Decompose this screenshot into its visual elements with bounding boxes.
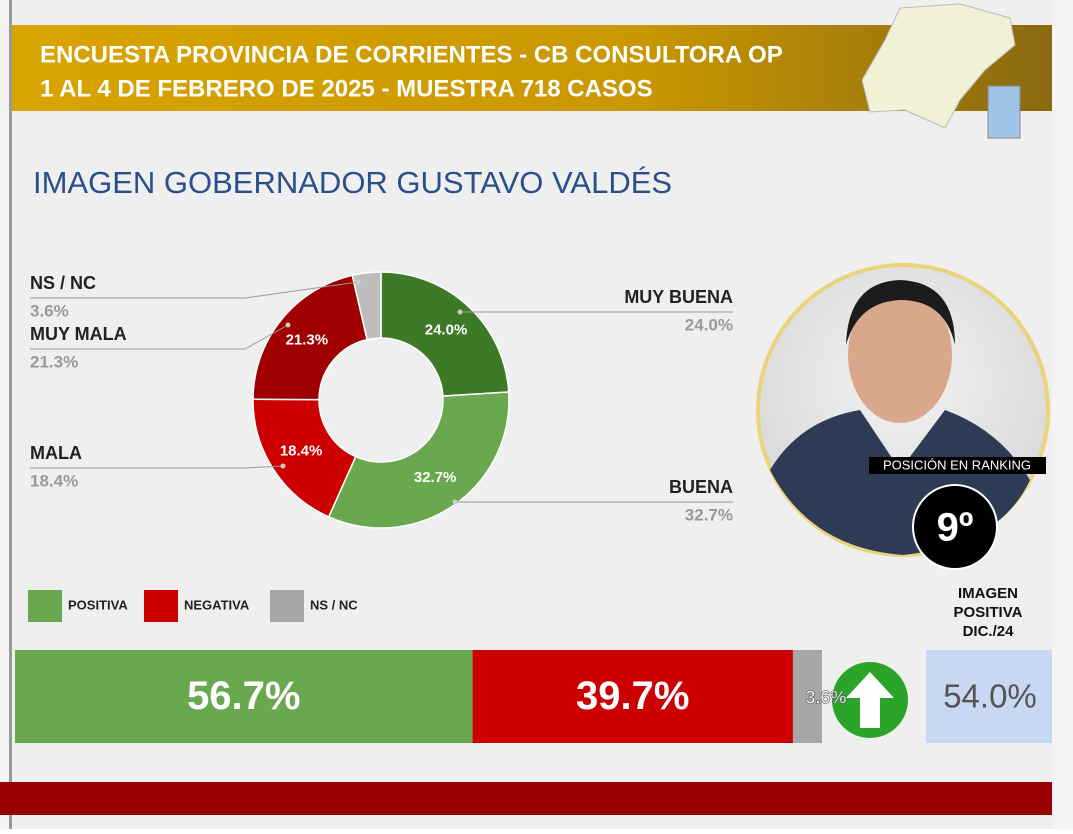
photo-face — [848, 287, 952, 423]
header-line: 1 AL 4 DE FEBRERO DE 2025 - MUESTRA 718 … — [40, 75, 653, 102]
category-label: BUENA — [669, 477, 733, 497]
leader-line — [244, 324, 289, 350]
photo-hair — [846, 280, 955, 345]
category-label: NS / NC — [30, 273, 96, 293]
legend-label: POSITIVA — [68, 597, 128, 612]
previous-label: POSITIVA — [954, 604, 1023, 621]
ranking-value: 9º — [937, 506, 974, 550]
previous-box — [926, 650, 1052, 743]
bar-label: 39.7% — [576, 674, 689, 718]
bar-label: 3.6% — [805, 687, 846, 707]
footer-bar — [0, 782, 1052, 815]
legend-swatch — [28, 590, 62, 622]
category-value: 18.4% — [30, 471, 78, 490]
leader-dot — [457, 309, 463, 315]
bar-label: 56.7% — [187, 674, 300, 718]
category-value: 3.6% — [30, 301, 69, 320]
segment-label: 18.4% — [280, 442, 323, 459]
segment-label: 32.7% — [414, 469, 457, 486]
donut-segment — [351, 271, 382, 341]
chart-title: IMAGEN GOBERNADOR GUSTAVO VALDÉS — [33, 165, 672, 200]
category-value: 21.3% — [30, 352, 78, 371]
bar-segment — [472, 650, 793, 743]
legend-label: NEGATIVA — [184, 597, 250, 612]
leader-line — [244, 465, 284, 469]
ranking-label-box — [869, 457, 1046, 474]
donut-segment — [252, 274, 368, 401]
category-value: 32.7% — [685, 505, 733, 524]
segment-label: 24.0% — [425, 322, 468, 339]
previous-label: IMAGEN — [958, 585, 1018, 602]
previous-value: 54.0% — [943, 678, 1037, 715]
category-label: MALA — [30, 443, 82, 463]
ranking-label: POSICIÓN EN RANKING — [883, 457, 1031, 472]
previous-label: DIC./24 — [963, 623, 1015, 640]
category-label: MUY MALA — [30, 324, 127, 344]
leader-dot — [452, 499, 458, 505]
leader-dot — [285, 322, 291, 328]
legend-label: NS / NC — [310, 597, 358, 612]
category-label: MUY BUENA — [624, 287, 733, 307]
bar-segment — [15, 650, 473, 743]
left-border — [9, 0, 12, 829]
leader-line — [244, 281, 359, 299]
category-value: 24.0% — [685, 315, 733, 334]
legend-swatch — [270, 590, 304, 622]
donut-segment — [380, 271, 510, 397]
map-inset — [987, 85, 1021, 139]
leader-dot — [355, 279, 361, 285]
legend-swatch — [144, 590, 178, 622]
donut-segment — [327, 391, 510, 529]
bar-segment — [792, 650, 822, 743]
up-arrow — [846, 672, 894, 728]
leader-dot — [280, 463, 286, 469]
segment-label: 21.3% — [286, 332, 329, 349]
map-outline — [861, 3, 1016, 129]
header-line: ENCUESTA PROVINCIA DE CORRIENTES - CB CO… — [40, 41, 783, 68]
donut-segment — [252, 398, 357, 518]
ranking-badge — [912, 484, 998, 570]
